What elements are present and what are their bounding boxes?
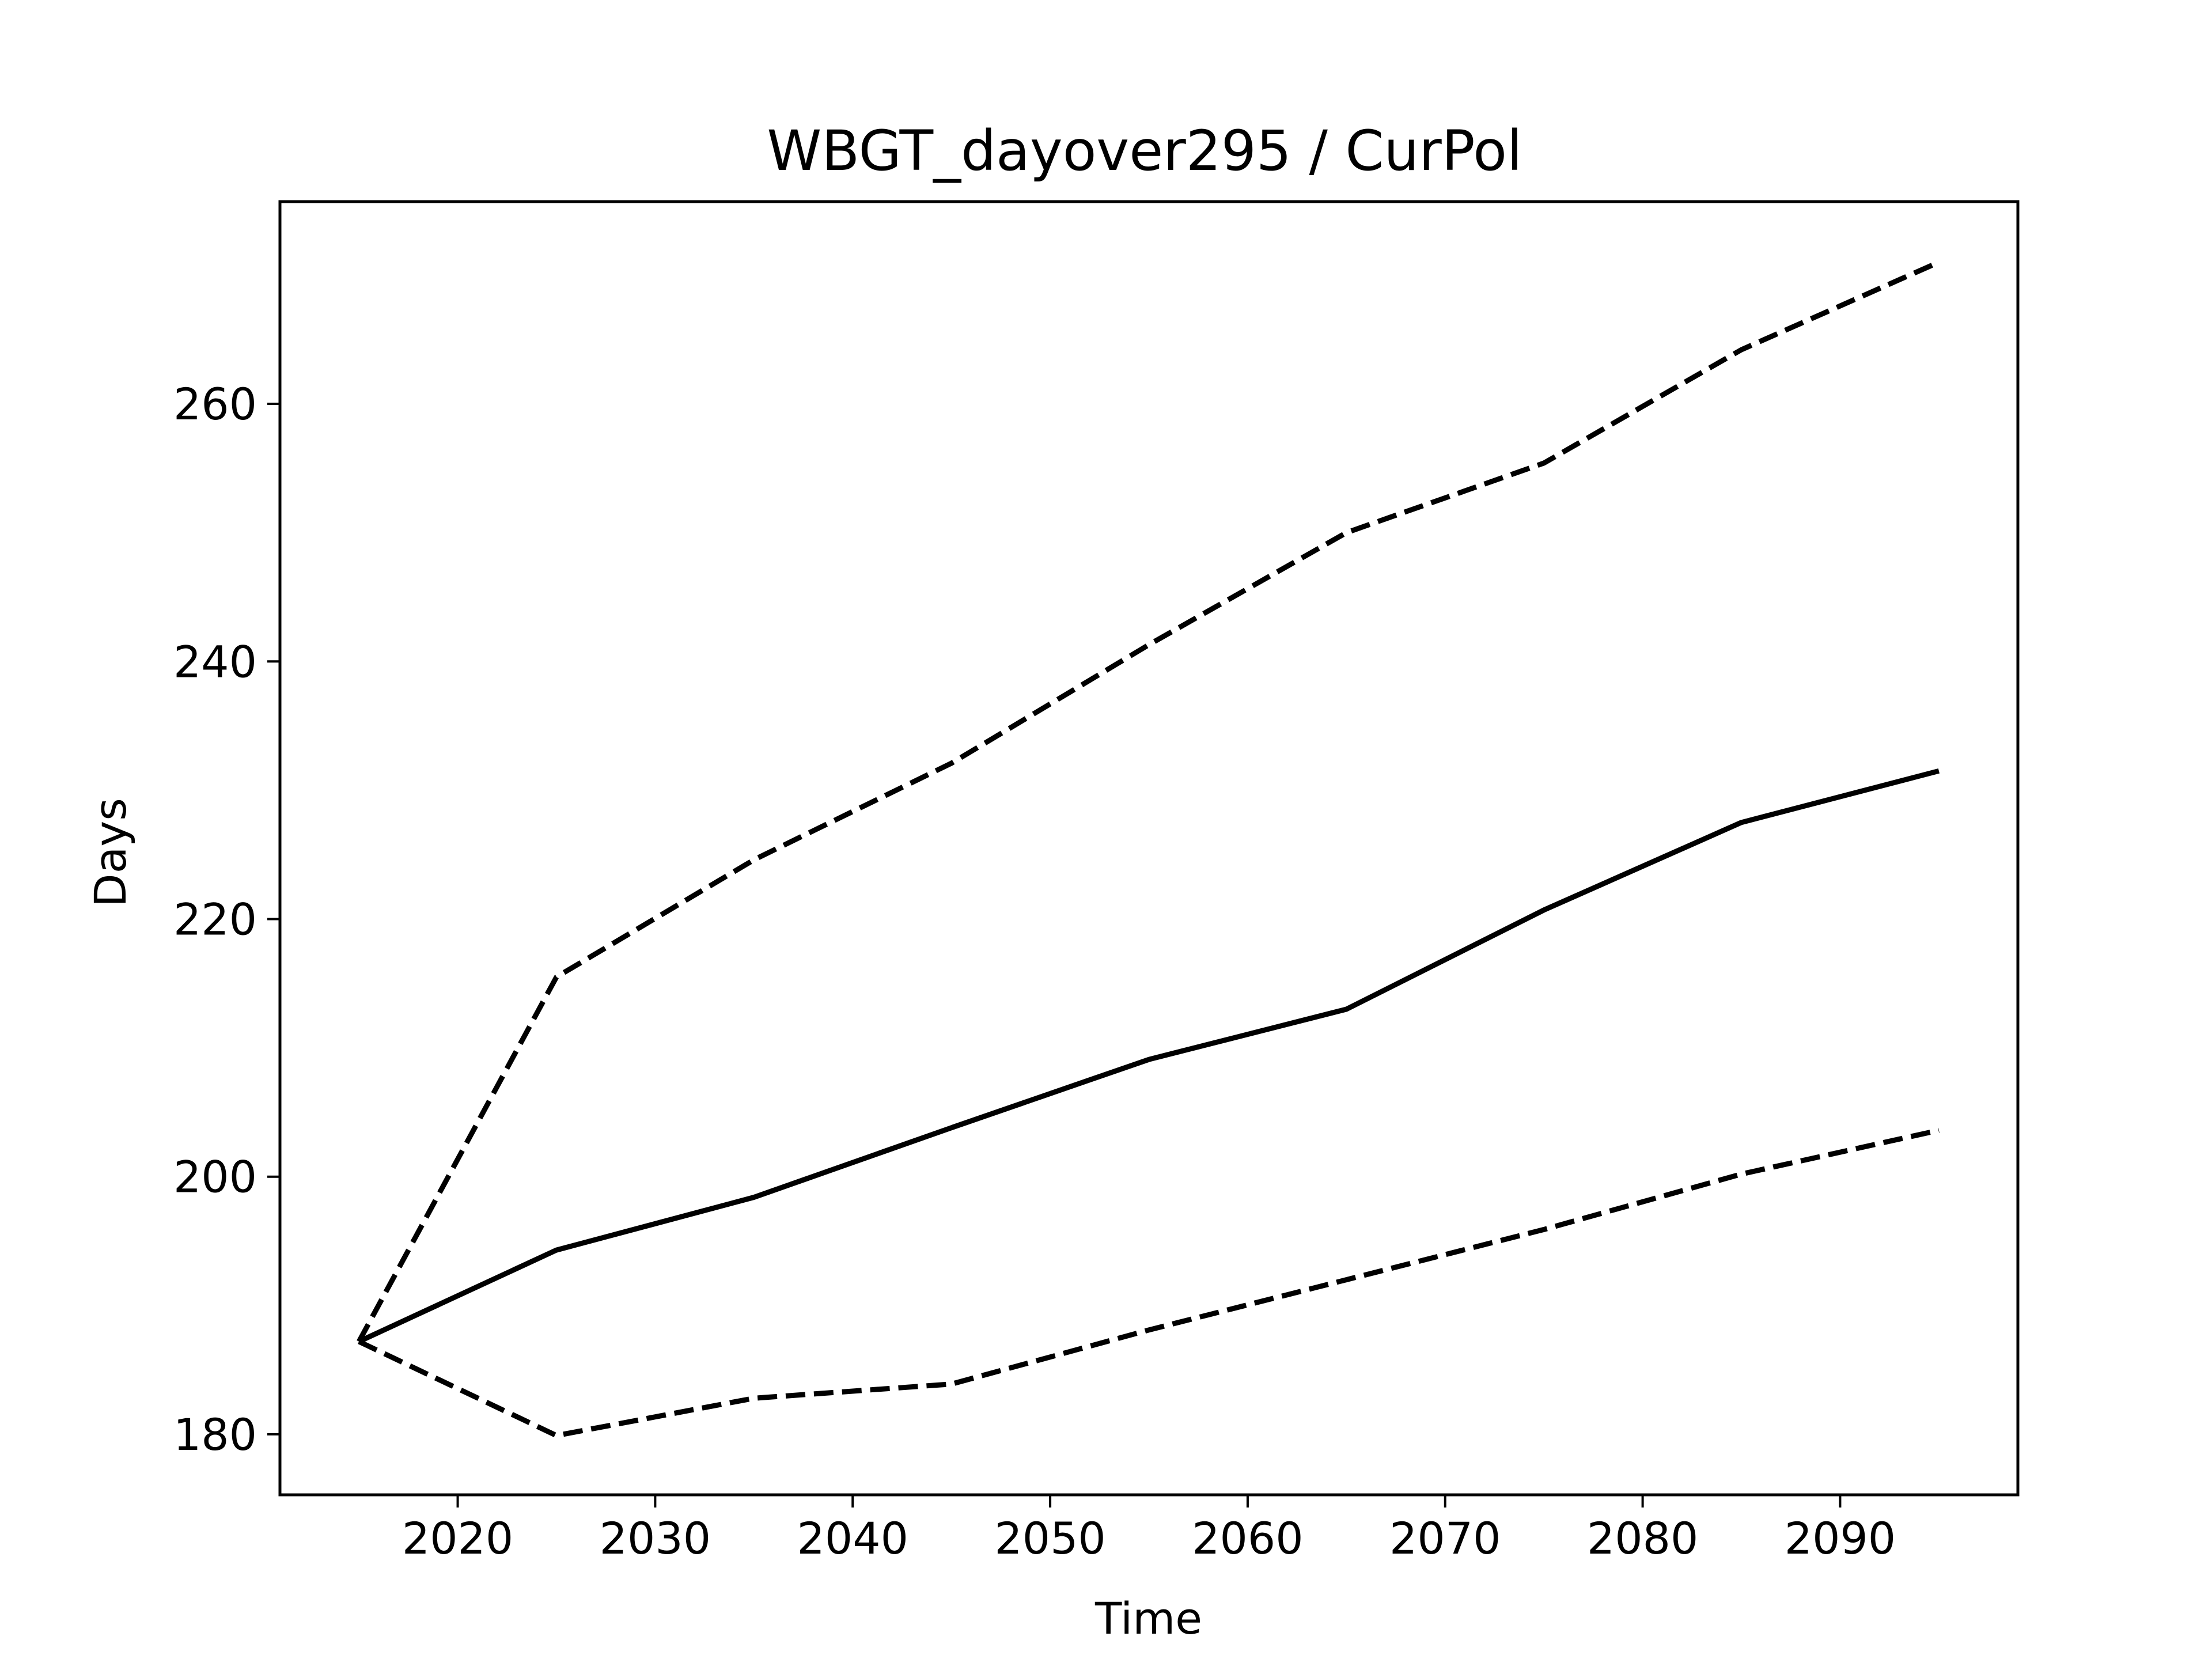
y-tick-label: 240 bbox=[173, 636, 257, 687]
x-tick-label: 2050 bbox=[994, 1513, 1105, 1564]
x-tick-label: 2070 bbox=[1389, 1513, 1501, 1564]
x-axis-label: Time bbox=[1094, 1593, 1202, 1644]
series-line-2 bbox=[357, 259, 1940, 1343]
y-tick-label: 200 bbox=[173, 1152, 257, 1203]
x-tick-label: 2060 bbox=[1192, 1513, 1303, 1564]
y-tick-label: 260 bbox=[173, 378, 257, 430]
x-axis: 2020 2030 2040 2050 2060 2070 2080 2090 bbox=[402, 1495, 1896, 1564]
plot-frame bbox=[278, 200, 2020, 1497]
x-tick-label: 2020 bbox=[402, 1513, 513, 1564]
x-tick-label: 2080 bbox=[1587, 1513, 1698, 1564]
plot-series bbox=[357, 259, 1940, 1438]
y-tick-label: 180 bbox=[173, 1409, 257, 1460]
series-line-3 bbox=[358, 1127, 1940, 1438]
y-axis-label: Days bbox=[85, 798, 136, 907]
x-tick-label: 2090 bbox=[1785, 1513, 1896, 1564]
series-line-1 bbox=[358, 768, 1940, 1344]
chart-title: WBGT_dayover295 / CurPol bbox=[767, 119, 1522, 183]
x-tick-label: 2030 bbox=[600, 1513, 711, 1564]
x-tick-label: 2040 bbox=[797, 1513, 908, 1564]
y-tick-label: 220 bbox=[173, 893, 257, 945]
y-axis: 180 200 220 240 260 bbox=[173, 378, 280, 1460]
